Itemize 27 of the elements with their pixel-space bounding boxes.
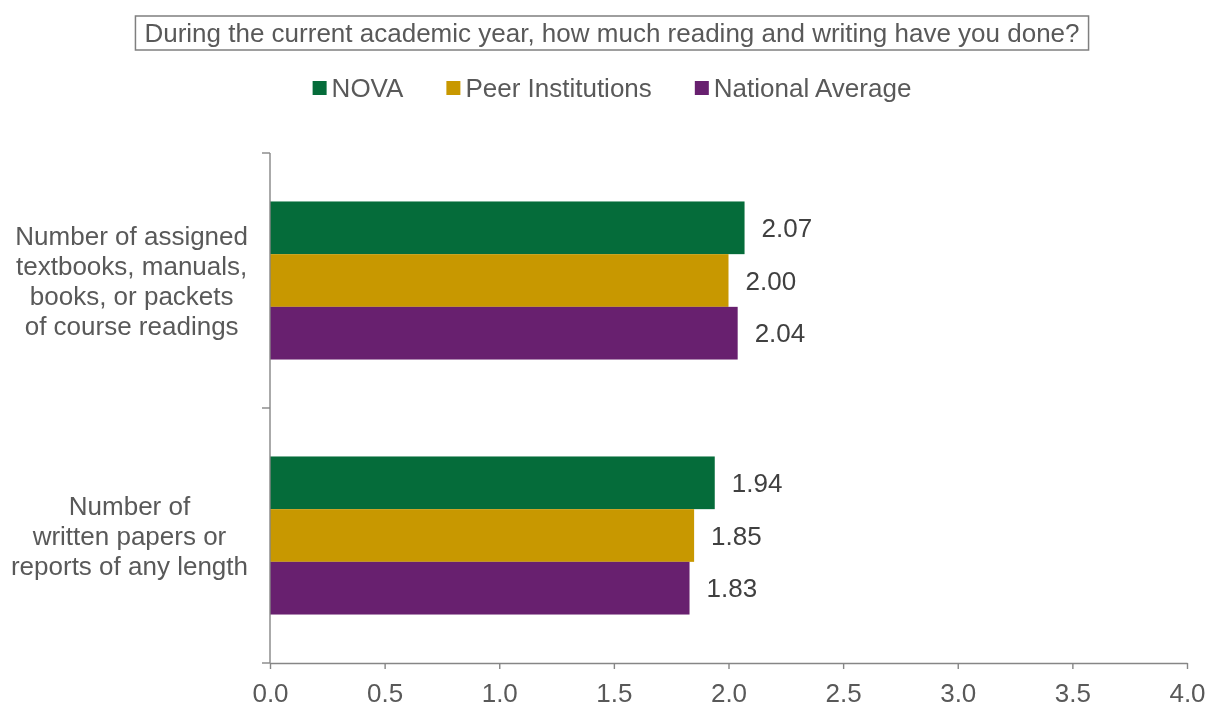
x-tick-label: 3.0 — [940, 678, 977, 709]
data-label: 2.07 — [761, 212, 813, 243]
data-label: 1.85 — [711, 520, 762, 551]
bar — [270, 561, 690, 615]
bar — [270, 201, 745, 255]
bar — [270, 456, 715, 510]
x-tick-label: 1.0 — [481, 678, 518, 709]
legend-label: Peer Institutions — [465, 73, 652, 104]
legend-label: NOVA — [331, 73, 405, 104]
bar — [270, 254, 729, 307]
x-tick-label: 1.5 — [596, 678, 633, 709]
bar — [270, 509, 695, 562]
x-tick-label: 2.5 — [825, 678, 862, 709]
legend-label: National Average — [713, 73, 912, 104]
x-tick-label: 0.5 — [367, 678, 404, 709]
y-tick-label: Number of written papers or reports of any length — [10, 490, 248, 581]
bar — [270, 306, 738, 360]
x-tick-label: 2.0 — [710, 678, 748, 709]
data-label: 2.04 — [754, 318, 806, 349]
x-tick-label: 0.0 — [252, 678, 289, 709]
data-label: 1.94 — [731, 467, 783, 498]
data-label: 1.83 — [706, 573, 758, 604]
data-label: 2.00 — [745, 265, 797, 296]
x-tick-label: 4.0 — [1169, 678, 1206, 709]
x-tick-label: 3.5 — [1054, 678, 1091, 709]
y-tick-label: Number of assigned textbooks, manuals, books, or packets of course readings — [15, 220, 248, 341]
chart-title: During the current academic year, how much reading and writing have you done? — [144, 18, 1080, 49]
